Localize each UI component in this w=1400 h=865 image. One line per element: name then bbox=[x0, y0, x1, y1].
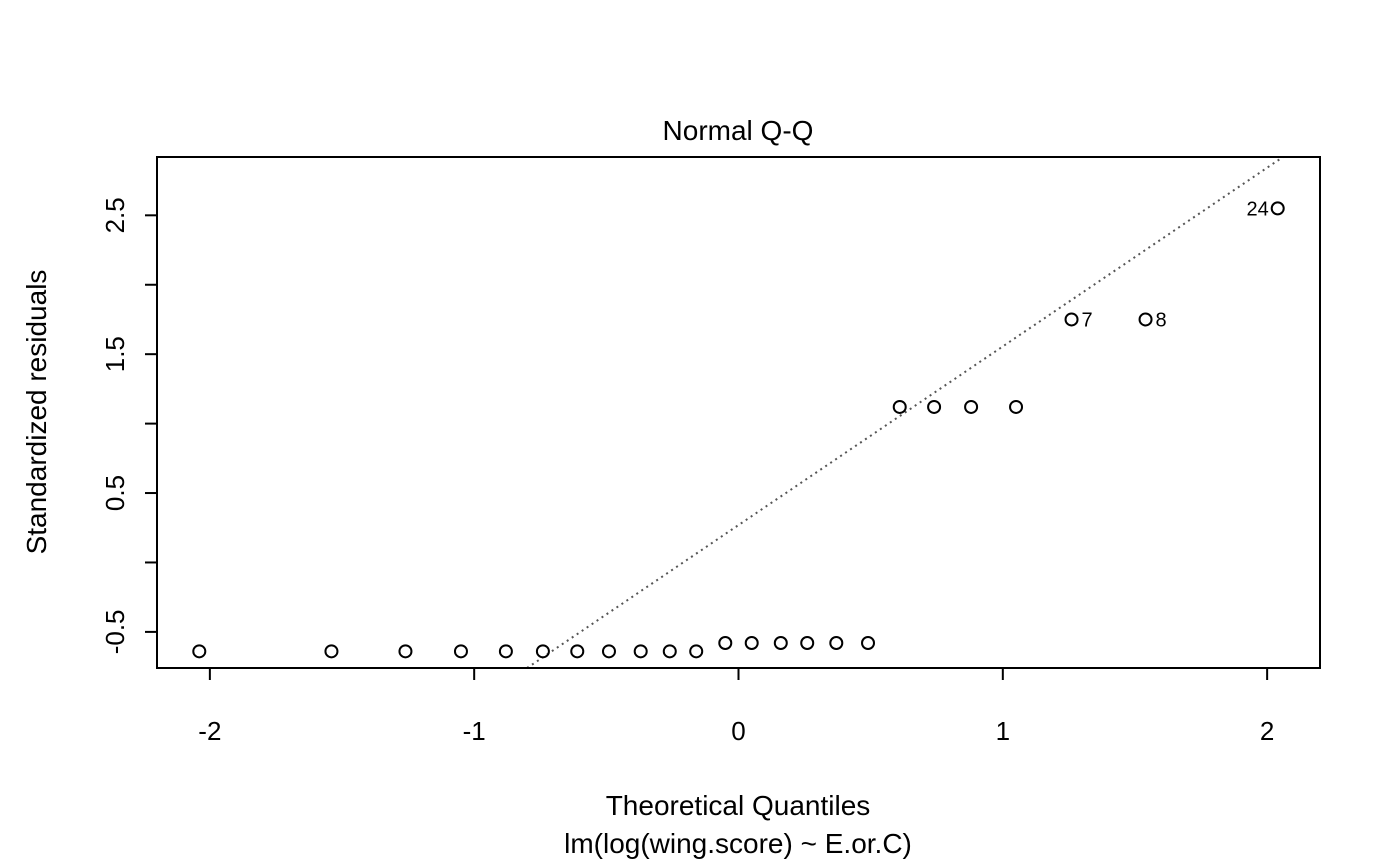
y-axis: -0.5 0.5 1.5 2.5 bbox=[100, 197, 158, 654]
data-point bbox=[964, 399, 979, 414]
data-point bbox=[773, 636, 788, 651]
data-point bbox=[1064, 312, 1079, 327]
data-point bbox=[398, 644, 413, 659]
data-point bbox=[601, 644, 616, 659]
x-tick-label: 1 bbox=[996, 716, 1010, 746]
y-axis-title: Standardized residuals bbox=[21, 270, 52, 555]
data-point bbox=[453, 644, 468, 659]
points-layer: 7 8 24 bbox=[192, 198, 1285, 659]
data-point bbox=[498, 644, 513, 659]
data-point bbox=[800, 636, 815, 651]
qq-reference-line bbox=[526, 157, 1284, 668]
point-label: 8 bbox=[1156, 309, 1167, 331]
y-tick-label: 2.5 bbox=[100, 197, 130, 233]
data-point bbox=[829, 636, 844, 651]
data-point bbox=[570, 644, 585, 659]
x-tick-label: 2 bbox=[1260, 716, 1274, 746]
plot-frame bbox=[156, 156, 1321, 669]
reference-line-layer bbox=[526, 157, 1284, 668]
data-point bbox=[1138, 312, 1153, 327]
y-tick-label: 1.5 bbox=[100, 336, 130, 372]
point-label: 24 bbox=[1246, 198, 1268, 220]
data-point bbox=[1009, 399, 1024, 414]
chart-title: Normal Q-Q bbox=[663, 115, 814, 146]
data-point bbox=[861, 636, 876, 651]
x-tick-label: -2 bbox=[198, 716, 221, 746]
x-axis: -2 -1 0 1 2 bbox=[198, 667, 1274, 746]
x-axis-title: Theoretical Quantiles bbox=[606, 790, 871, 821]
data-point bbox=[927, 399, 942, 414]
point-label: 7 bbox=[1082, 309, 1093, 331]
data-point bbox=[744, 636, 759, 651]
data-point bbox=[1270, 201, 1285, 216]
data-point bbox=[892, 399, 907, 414]
data-point bbox=[535, 644, 550, 659]
data-point bbox=[192, 644, 207, 659]
x-tick-label: -1 bbox=[463, 716, 486, 746]
x-axis-subtitle: lm(log(wing.score) ~ E.or.C) bbox=[564, 828, 912, 859]
data-point bbox=[662, 644, 677, 659]
data-point bbox=[689, 644, 704, 659]
x-tick-label: 0 bbox=[731, 716, 745, 746]
data-point bbox=[633, 644, 648, 659]
y-tick-label: -0.5 bbox=[100, 609, 130, 654]
data-point bbox=[718, 636, 733, 651]
data-point bbox=[324, 644, 339, 659]
y-tick-label: 0.5 bbox=[100, 475, 130, 511]
